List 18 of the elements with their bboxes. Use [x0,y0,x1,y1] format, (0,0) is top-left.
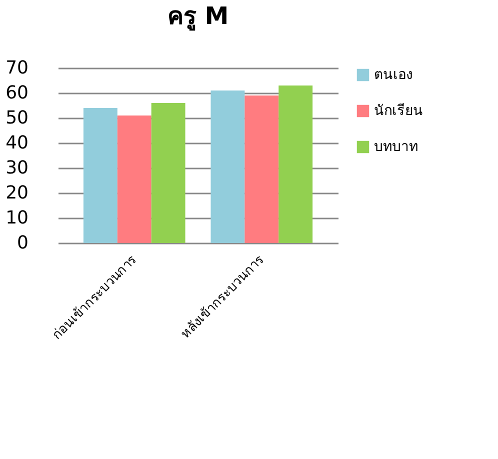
y-tick-label: 60 [6,82,28,104]
legend-label: บทบาท [374,139,418,155]
bar [151,103,186,243]
chart-title: ครู M [167,2,229,31]
y-tick-label: 30 [6,158,28,178]
y-tick-label: 10 [6,208,28,228]
y-tick-label: 0 [17,232,28,254]
legend-label: นักเรียน [374,103,423,119]
bar [278,86,313,243]
bar [83,108,118,243]
y-tick-label: 40 [6,132,28,154]
bar [244,96,279,243]
y-tick-label: 70 [6,58,28,78]
y-tick-label: 50 [6,108,28,128]
bar [117,116,152,243]
y-tick-label: 20 [6,182,28,204]
legend-label: ตนเอง [374,67,413,83]
bar [210,90,245,243]
